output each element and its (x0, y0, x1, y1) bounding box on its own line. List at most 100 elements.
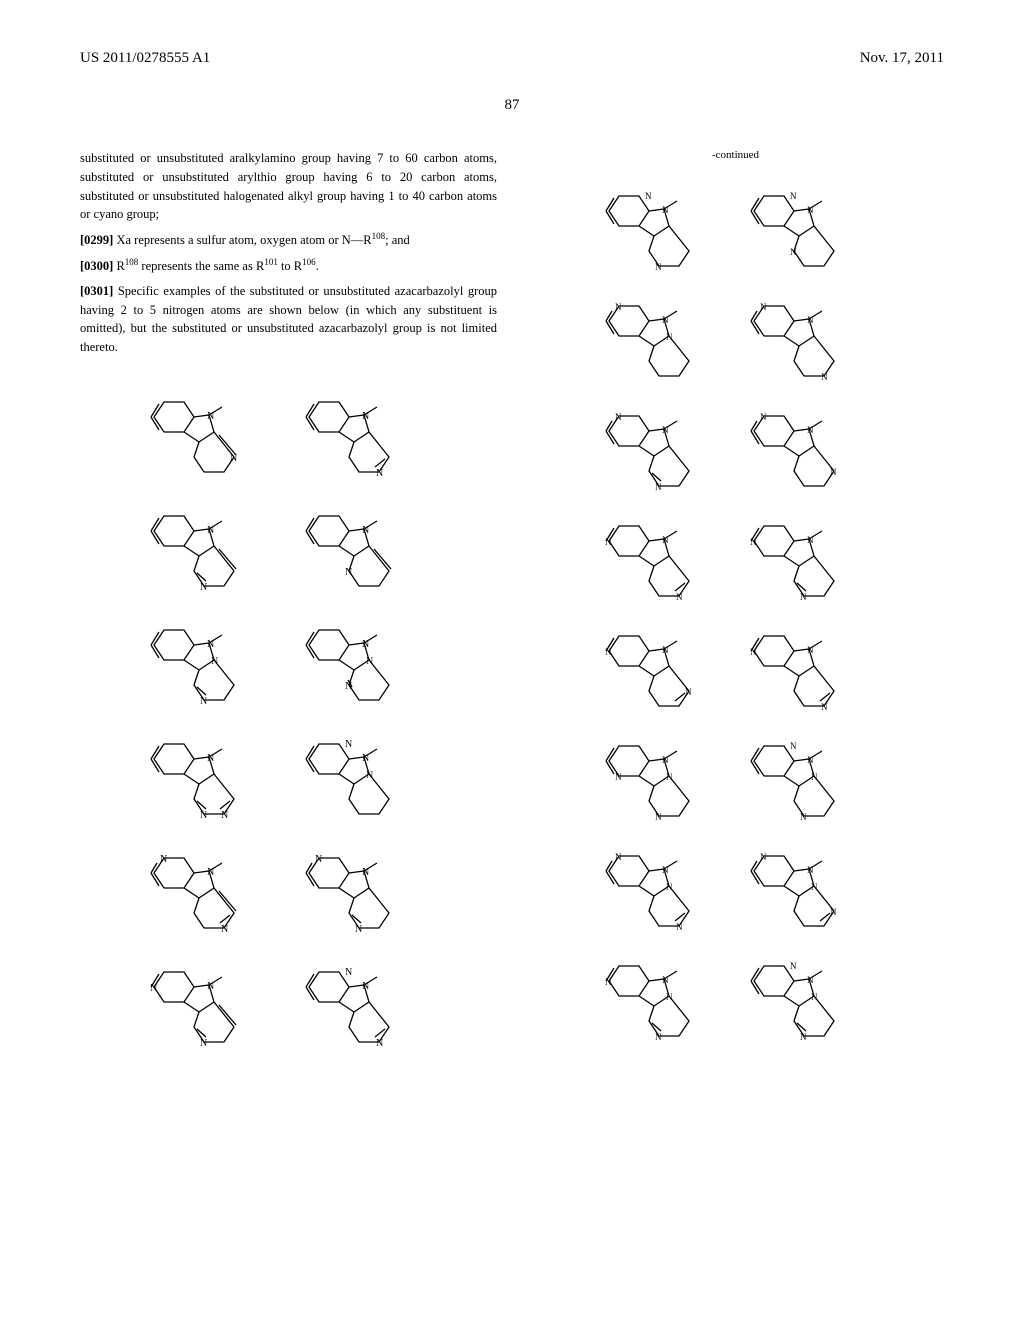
structure-row: N N N N (601, 503, 871, 601)
svg-text:N: N (807, 755, 814, 765)
svg-text:N: N (207, 411, 214, 422)
para-0299: [0299] Xa represents a sulfur atom, oxyg… (80, 230, 497, 250)
structure-row: N N N N N N (144, 947, 434, 1047)
molecule-icon: N N N (144, 719, 279, 819)
svg-text:N: N (821, 702, 828, 711)
svg-text:N: N (376, 1038, 383, 1047)
para-0301: [0301] Specific examples of the substitu… (80, 282, 497, 357)
molecule-icon: N N N (746, 613, 871, 711)
right-column: -continued N N N (527, 149, 944, 1047)
svg-text:N: N (655, 1032, 662, 1041)
svg-text:N: N (662, 535, 669, 545)
structure-row: N N N N (144, 377, 434, 477)
svg-text:N: N (662, 755, 669, 765)
svg-text:N: N (666, 992, 673, 1002)
svg-text:N: N (790, 741, 797, 751)
structure-row: N N N N N (601, 173, 871, 271)
svg-text:N: N (355, 924, 362, 933)
molecule-icon: N N N (746, 393, 871, 491)
svg-text:N: N (345, 739, 352, 750)
para-0300-to: to R (278, 259, 302, 273)
page-number: 87 (80, 97, 944, 114)
structure-row: N N N N N N N (601, 723, 871, 821)
svg-text:N: N (345, 567, 352, 578)
svg-text:N: N (315, 854, 322, 865)
svg-text:N: N (362, 753, 369, 764)
molecule-icon: N N N (746, 283, 871, 381)
svg-text:N: N (666, 772, 673, 782)
intro-text: substituted or unsubstituted aralkylamin… (80, 149, 497, 224)
molecule-icon: N N N (299, 947, 434, 1047)
svg-text:N: N (750, 647, 757, 657)
structure-row: N N N N (144, 491, 434, 591)
svg-text:N: N (666, 882, 673, 892)
svg-text:N: N (807, 865, 814, 875)
left-structures: N N N N (80, 377, 497, 1047)
svg-text:N: N (362, 981, 369, 992)
svg-text:N: N (662, 205, 669, 215)
svg-text:N: N (790, 191, 797, 201)
svg-text:N: N (662, 425, 669, 435)
svg-text:N: N (221, 810, 228, 819)
svg-text:N: N (211, 656, 218, 667)
molecule-icon: N N N N (601, 943, 726, 1041)
svg-text:N: N (760, 412, 767, 422)
molecule-icon: N N N (601, 393, 726, 491)
svg-text:N: N (362, 411, 369, 422)
svg-text:N: N (662, 865, 669, 875)
structure-row: N N N N N N (144, 605, 434, 705)
molecule-icon: N N N (299, 605, 434, 705)
svg-text:N: N (807, 205, 814, 215)
svg-text:N: N (811, 882, 818, 892)
svg-text:N: N (362, 639, 369, 650)
structure-row: N N N N N (601, 943, 871, 1041)
svg-text:N: N (150, 983, 157, 994)
svg-text:N: N (655, 262, 662, 271)
svg-text:N: N (200, 696, 207, 705)
molecule-icon: N N N N (601, 833, 726, 931)
svg-text:N: N (811, 992, 818, 1002)
svg-text:N: N (807, 535, 814, 545)
svg-text:N: N (830, 907, 837, 917)
svg-text:N: N (655, 812, 662, 821)
molecule-icon: N N N (144, 947, 279, 1047)
svg-text:N: N (807, 975, 814, 985)
sup-108-1: 108 (372, 231, 386, 241)
structure-row: N N N N N (601, 833, 871, 931)
molecule-icon: N N N N (746, 723, 871, 821)
svg-text:N: N (800, 812, 807, 821)
para-0300-start: R (116, 259, 124, 273)
molecule-icon: N N N (144, 605, 279, 705)
molecule-icon: N N N N (601, 723, 726, 821)
molecule-icon: N N (144, 491, 279, 591)
molecule-icon: N N N (601, 503, 726, 601)
content-area: substituted or unsubstituted aralkylamin… (80, 149, 944, 1047)
molecule-icon: N N N (299, 833, 434, 933)
svg-text:N: N (760, 302, 767, 312)
sup-106: 106 (302, 257, 316, 267)
svg-text:N: N (605, 977, 612, 987)
svg-text:N: N (200, 810, 207, 819)
molecule-icon: N N N (144, 833, 279, 933)
svg-text:N: N (821, 372, 828, 381)
svg-text:N: N (362, 525, 369, 536)
molecule-icon: N N N N (746, 833, 871, 931)
molecule-icon: N N (299, 377, 434, 477)
svg-text:N: N (790, 961, 797, 971)
svg-text:N: N (366, 656, 373, 667)
molecule-icon: N N N (746, 503, 871, 601)
svg-text:N: N (655, 482, 662, 491)
svg-text:N: N (362, 867, 369, 878)
svg-text:N: N (676, 922, 683, 931)
pub-date: Nov. 17, 2011 (860, 50, 944, 67)
left-column: substituted or unsubstituted aralkylamin… (80, 149, 497, 1047)
sup-108-2: 108 (125, 257, 139, 267)
svg-text:N: N (200, 1038, 207, 1047)
structure-row: N N N N N N (601, 613, 871, 711)
svg-text:N: N (800, 1032, 807, 1041)
svg-text:N: N (750, 537, 757, 547)
svg-text:N: N (760, 852, 767, 862)
svg-text:N: N (605, 537, 612, 547)
svg-text:N: N (230, 453, 237, 464)
svg-text:N: N (207, 981, 214, 992)
